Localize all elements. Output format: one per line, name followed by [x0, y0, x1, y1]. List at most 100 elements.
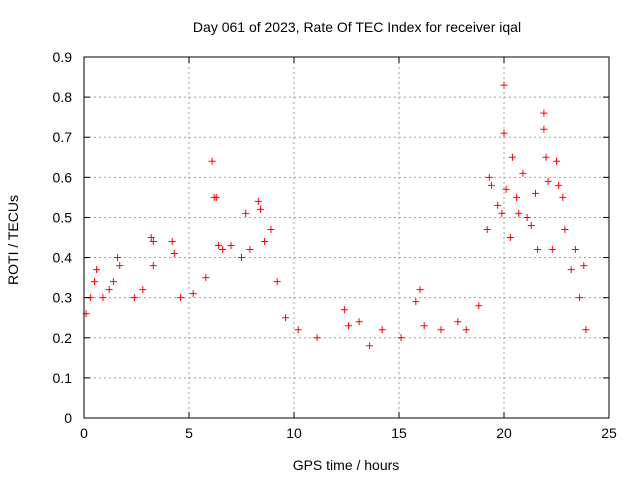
data-point	[254, 197, 262, 205]
data-point	[475, 302, 483, 310]
data-point	[483, 225, 491, 233]
data-point	[502, 185, 510, 193]
data-point	[238, 254, 245, 262]
data-point	[208, 157, 216, 165]
data-point	[313, 334, 321, 342]
data-point	[212, 193, 220, 201]
data-point	[246, 246, 254, 254]
axis-ticks	[83, 56, 610, 419]
data-point	[256, 205, 264, 213]
y-tick-label: 0.3	[53, 290, 73, 306]
data-point	[532, 189, 539, 197]
data-point	[147, 234, 155, 241]
data-point	[149, 262, 157, 270]
data-point	[378, 326, 386, 334]
data-point	[500, 81, 508, 89]
y-tick-label: 0.4	[53, 250, 73, 266]
x-tick-label: 20	[496, 425, 512, 441]
y-tick-labels: 0 0.1 0.2 0.3 0.4 0.5 0.6 0.7 0.8 0.9	[53, 49, 73, 426]
data-point	[515, 209, 523, 217]
data-point	[416, 286, 424, 294]
data-point	[261, 238, 269, 246]
x-tick-label: 15	[391, 425, 407, 441]
y-tick-label: 0	[64, 410, 72, 426]
data-point	[420, 322, 428, 330]
data-point	[540, 125, 548, 133]
data-point	[540, 109, 548, 117]
data-point	[355, 318, 363, 326]
x-tick-label: 25	[601, 425, 617, 441]
data-point	[571, 246, 579, 254]
data-point	[412, 298, 420, 306]
data-point	[519, 169, 527, 177]
x-tick-label: 5	[185, 425, 193, 441]
data-point	[437, 326, 445, 334]
y-tick-label: 0.1	[53, 370, 73, 386]
data-point	[177, 294, 185, 302]
y-tick-label: 0.8	[53, 89, 73, 105]
data-point	[130, 294, 138, 302]
data-point	[114, 254, 122, 262]
data-point	[202, 274, 210, 282]
x-axis-label: GPS time / hours	[293, 457, 400, 473]
data-point	[527, 221, 535, 229]
y-tick-label: 0.6	[53, 169, 73, 185]
data-point	[267, 225, 275, 233]
data-point	[542, 153, 550, 161]
data-point	[508, 153, 516, 161]
data-point	[494, 201, 502, 209]
data-point	[397, 334, 405, 342]
data-point	[340, 306, 348, 314]
y-tick-label: 0.7	[53, 129, 73, 145]
y-tick-label: 0.9	[53, 49, 73, 65]
chart-title: Day 061 of 2023, Rate Of TEC Index for r…	[193, 19, 521, 35]
data-points	[82, 81, 590, 350]
data-point	[170, 250, 178, 258]
data-point	[555, 181, 563, 189]
data-point	[553, 157, 560, 165]
data-point	[93, 266, 101, 274]
data-point	[567, 266, 575, 274]
data-point	[242, 209, 250, 217]
data-point	[544, 177, 552, 185]
data-point	[487, 181, 495, 189]
data-point	[582, 326, 590, 334]
y-tick-label: 0.5	[53, 209, 73, 225]
data-point	[345, 322, 353, 330]
data-point	[273, 278, 281, 286]
x-tick-label: 10	[286, 425, 302, 441]
data-point	[105, 286, 113, 294]
data-point	[534, 246, 542, 254]
data-point	[294, 326, 302, 334]
data-point	[506, 234, 514, 241]
data-point	[513, 193, 521, 201]
data-point	[109, 278, 117, 286]
x-tick-labels: 0 5 10 15 20 25	[80, 425, 617, 441]
data-point	[282, 314, 290, 322]
data-point	[561, 225, 569, 233]
data-point	[500, 129, 508, 137]
data-point	[548, 246, 556, 254]
data-point	[227, 242, 235, 250]
data-point	[454, 318, 462, 326]
data-point	[366, 342, 374, 350]
data-point	[485, 173, 493, 181]
data-point	[116, 262, 124, 270]
data-point	[149, 238, 157, 246]
data-point	[498, 209, 506, 217]
data-point	[580, 262, 588, 270]
y-tick-label: 0.2	[53, 330, 73, 346]
data-point	[559, 193, 567, 201]
data-point	[91, 278, 98, 286]
data-point	[576, 294, 584, 302]
x-tick-label: 0	[80, 425, 88, 441]
plot-frame	[83, 56, 610, 419]
data-point	[189, 290, 197, 298]
y-axis-label: ROTI / TECUs	[5, 195, 21, 285]
data-point	[139, 286, 147, 294]
data-point	[168, 238, 176, 246]
data-point	[99, 294, 107, 302]
data-point	[462, 326, 470, 334]
data-point	[219, 246, 227, 254]
